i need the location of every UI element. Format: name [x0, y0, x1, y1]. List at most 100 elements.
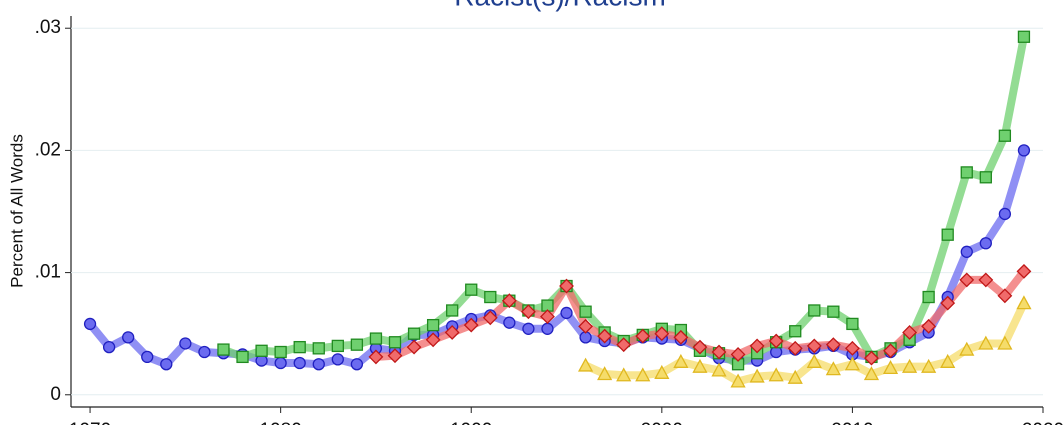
marker [1016, 295, 1032, 310]
series-line [222, 36, 1028, 369]
marker [426, 318, 440, 332]
marker [444, 325, 460, 340]
marker [579, 305, 592, 318]
marker [312, 342, 325, 355]
marker [960, 166, 973, 179]
marker [978, 335, 994, 350]
x-tick-label: 1970 [69, 420, 111, 425]
marker [425, 332, 441, 348]
marker [827, 305, 840, 318]
marker [654, 326, 670, 342]
marker [768, 367, 784, 382]
marker [749, 368, 765, 383]
series-line [86, 149, 1028, 369]
marker [825, 337, 841, 353]
marker [217, 343, 230, 356]
marker [484, 290, 497, 304]
marker [998, 129, 1012, 142]
marker [446, 304, 459, 317]
marker [331, 339, 344, 353]
marker [959, 272, 975, 288]
marker [902, 325, 918, 340]
marker [806, 353, 822, 368]
marker [463, 317, 479, 333]
marker [331, 353, 344, 366]
marker [616, 367, 632, 382]
marker [482, 310, 498, 326]
marker [179, 337, 192, 350]
marker [540, 309, 555, 325]
marker [1017, 30, 1031, 43]
x-tick-label: 2000 [641, 420, 683, 425]
y-tick-label: .03 [35, 17, 61, 38]
marker [236, 350, 249, 364]
marker [787, 340, 803, 356]
marker [673, 329, 689, 345]
marker [979, 237, 992, 250]
marker [198, 345, 211, 359]
marker [825, 361, 841, 376]
marker [711, 344, 727, 360]
marker [578, 318, 594, 334]
series-line [583, 301, 1028, 386]
marker [387, 348, 403, 364]
marker [673, 353, 689, 368]
marker [959, 341, 975, 356]
marker [520, 304, 536, 320]
marker [978, 272, 994, 288]
marker [465, 283, 478, 296]
marker [997, 335, 1013, 350]
marker [863, 366, 880, 381]
marker [293, 356, 306, 370]
marker [83, 317, 97, 331]
marker [711, 362, 727, 377]
marker [122, 331, 135, 344]
marker [1017, 144, 1031, 157]
marker [503, 316, 516, 329]
marker [806, 338, 822, 354]
marker [350, 358, 364, 371]
marker [768, 333, 784, 349]
marker [998, 207, 1012, 221]
marker [922, 290, 935, 304]
marker [350, 338, 364, 351]
marker [844, 356, 861, 371]
marker [940, 295, 956, 311]
marker [960, 245, 973, 258]
marker [274, 345, 287, 359]
marker [635, 367, 651, 382]
marker [501, 293, 517, 309]
marker [560, 306, 573, 320]
marker [597, 366, 613, 381]
marker [160, 358, 173, 371]
marker [388, 336, 402, 349]
marker [921, 358, 937, 373]
marker [559, 278, 574, 294]
marker [941, 228, 954, 241]
marker [940, 353, 956, 368]
y-tick-label: .02 [35, 139, 61, 160]
marker [577, 357, 594, 372]
marker [369, 332, 383, 345]
marker [864, 350, 879, 366]
marker [597, 328, 613, 344]
marker [293, 340, 306, 354]
marker [274, 356, 287, 370]
marker [407, 327, 421, 340]
marker [616, 337, 632, 353]
marker [1016, 263, 1032, 279]
marker [141, 350, 154, 364]
marker [787, 369, 803, 384]
marker [635, 328, 651, 344]
marker [312, 358, 325, 371]
y-tick-label: 0 [50, 384, 61, 405]
marker [789, 325, 802, 338]
marker [883, 343, 898, 359]
y-axis-label: Percent of All Words [7, 134, 26, 288]
x-tick-label: 2010 [831, 420, 873, 425]
marker [406, 339, 422, 355]
marker [692, 339, 708, 355]
x-tick-label: 2020 [1022, 420, 1063, 425]
marker [846, 317, 859, 331]
